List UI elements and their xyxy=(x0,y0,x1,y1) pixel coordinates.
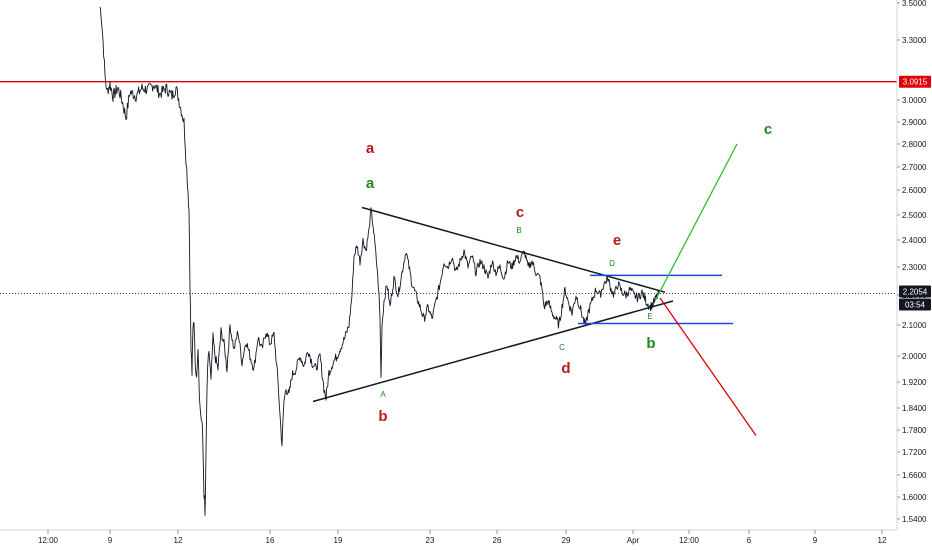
price-tick-label: 1.9200 xyxy=(902,378,927,387)
triangle-lower-trendline xyxy=(312,300,674,403)
price-tick-label: 2.6000 xyxy=(902,186,927,195)
price-tick-label: 3.5000 xyxy=(902,0,927,8)
bullish-projection-line xyxy=(654,143,738,302)
price-tick-label: 1.8400 xyxy=(902,404,927,413)
wave-label: e xyxy=(613,232,621,249)
plot-area[interactable] xyxy=(0,6,897,516)
price-tick-label: 1.7200 xyxy=(902,448,927,457)
wave-label: D xyxy=(609,259,615,268)
price-tick-label: 1.7800 xyxy=(902,426,927,435)
price-tick-label: 2.5000 xyxy=(902,211,927,220)
price-tick-label: 2.4000 xyxy=(902,236,927,245)
time-tick-label: 12:00 xyxy=(679,536,700,545)
price-tick-label: 2.7000 xyxy=(902,163,927,172)
price-tick-label: 1.6600 xyxy=(902,471,927,480)
price-tick-label: 1.5400 xyxy=(902,515,927,524)
current-price-tag-text: 2.2054 xyxy=(903,287,928,296)
price-tick-label: 2.9000 xyxy=(902,118,927,127)
time-tick-label: 23 xyxy=(426,536,435,545)
time-tick-label: 19 xyxy=(334,536,343,545)
price-tick-label: 3.3000 xyxy=(902,36,927,45)
price-axis[interactable]: 1.5400 1.6000 1.6600 1.7200 1.7800 1.8400 1.92… xyxy=(896,0,931,530)
price-series-line[interactable] xyxy=(99,6,660,516)
time-tick-label: 12 xyxy=(878,536,887,545)
countdown-tag: 03:54 xyxy=(899,298,931,311)
resistance-price-tag-text: 3.0915 xyxy=(903,78,928,87)
triangle-upper-trendline xyxy=(361,206,666,293)
wave-label: c xyxy=(516,204,524,221)
time-axis[interactable]: 12:00 9 12 16 19 23 26 29 Apr 12:00 6 9 12 xyxy=(0,529,897,545)
wave-label: C xyxy=(559,343,565,352)
wave-label: d xyxy=(561,360,570,377)
wave-label: a xyxy=(366,175,375,192)
time-tick-label: 29 xyxy=(562,536,571,545)
wave-label: c xyxy=(764,121,772,138)
countdown-tag-bg xyxy=(899,298,931,311)
wave-label: E xyxy=(647,312,652,321)
price-tick-label: 2.1000 xyxy=(902,321,927,330)
wave-label: b xyxy=(646,335,655,352)
current-price-tag: 2.2054 xyxy=(899,285,931,298)
wave-label: b xyxy=(378,408,387,425)
time-tick-label: 9 xyxy=(813,536,818,545)
countdown-tag-text: 03:54 xyxy=(905,300,926,309)
resistance-price-tag-bg xyxy=(899,75,931,88)
time-tick-label: 6 xyxy=(747,536,752,545)
resistance-price-tag: 3.0915 xyxy=(899,75,931,88)
time-tick-label: 9 xyxy=(108,536,113,545)
bearish-projection-line xyxy=(659,297,757,436)
time-tick-label: 26 xyxy=(493,536,502,545)
time-tick-label: 16 xyxy=(266,536,275,545)
price-tick-label: 2.0000 xyxy=(902,352,927,361)
time-tick-label: 12 xyxy=(174,536,183,545)
time-tick-label: 12:00 xyxy=(38,536,59,545)
wave-label: A xyxy=(380,390,386,399)
price-tick-label: 1.6000 xyxy=(902,493,927,502)
wave-label: a xyxy=(366,140,375,157)
price-tick-label: 3.0000 xyxy=(902,96,927,105)
wave-label: B xyxy=(516,226,521,235)
current-price-tag-bg xyxy=(899,285,931,298)
price-tick-label: 2.8000 xyxy=(902,140,927,149)
time-tick-label: Apr xyxy=(627,536,640,545)
price-tick-label: 2.3000 xyxy=(902,263,927,272)
